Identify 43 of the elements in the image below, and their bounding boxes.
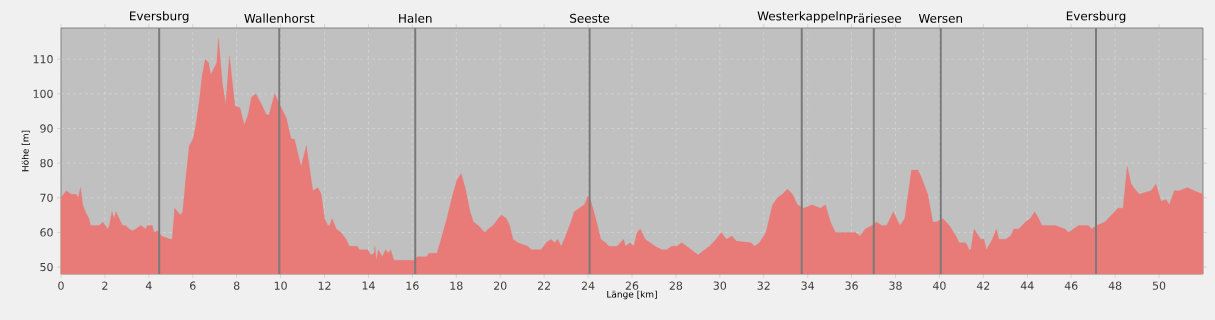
x-tick-label: 38: [889, 281, 902, 290]
x-tick-label: 40: [933, 281, 946, 290]
ref-line-label: Präriesee: [847, 13, 902, 23]
x-tick-label: 4: [145, 281, 152, 290]
x-tick-label: 34: [801, 281, 815, 290]
ref-line-label: Wersen: [918, 13, 963, 23]
x-tick-label: 36: [845, 281, 858, 290]
x-tick-label: 46: [1064, 281, 1078, 290]
x-tick-label: 0: [58, 281, 64, 290]
x-tick-label: 30: [713, 281, 727, 290]
x-tick-label: 10: [274, 281, 287, 290]
y-tick-label: 80: [40, 158, 53, 168]
y-tick-label: 50: [40, 262, 53, 272]
y-tick-label: 110: [33, 55, 53, 64]
x-axis-title: Länge [km]: [607, 290, 657, 300]
x-tick-label: 2: [102, 281, 108, 290]
x-tick-label: 6: [190, 281, 196, 290]
ref-line-label: Halen: [399, 13, 432, 23]
ref-line-label: Eversburg: [1066, 11, 1126, 23]
x-tick-label: 14: [362, 281, 375, 290]
x-tick-label: 48: [1108, 281, 1122, 290]
y-tick-label: 90: [40, 124, 53, 133]
ref-line-label: Wallenhorst: [244, 13, 315, 23]
x-tick-label: 24: [581, 281, 595, 290]
x-tick-label: 26: [625, 281, 639, 290]
y-axis-title: Höhe [m]: [21, 130, 30, 172]
x-tick-label: 22: [537, 281, 551, 290]
x-tick-label: 28: [669, 281, 683, 290]
x-tick-label: 42: [976, 281, 990, 290]
x-tick-label: 50: [1152, 281, 1166, 290]
y-tick-label: 60: [40, 228, 53, 237]
x-tick-label: 12: [318, 281, 331, 290]
y-tick-label: 70: [40, 193, 53, 202]
x-tick-label: 20: [494, 281, 507, 290]
x-tick-label: 8: [233, 281, 240, 290]
x-tick-label: 16: [406, 281, 419, 290]
x-tick-label: 18: [450, 281, 463, 290]
ref-line-label: Eversburg: [130, 11, 189, 23]
y-tick-label: 100: [33, 89, 53, 98]
ref-line-label: Westerkappeln: [757, 11, 846, 23]
x-tick-label: 32: [757, 281, 770, 290]
ref-line-label: Seeste: [570, 13, 610, 23]
x-tick-label: 44: [1020, 281, 1034, 290]
